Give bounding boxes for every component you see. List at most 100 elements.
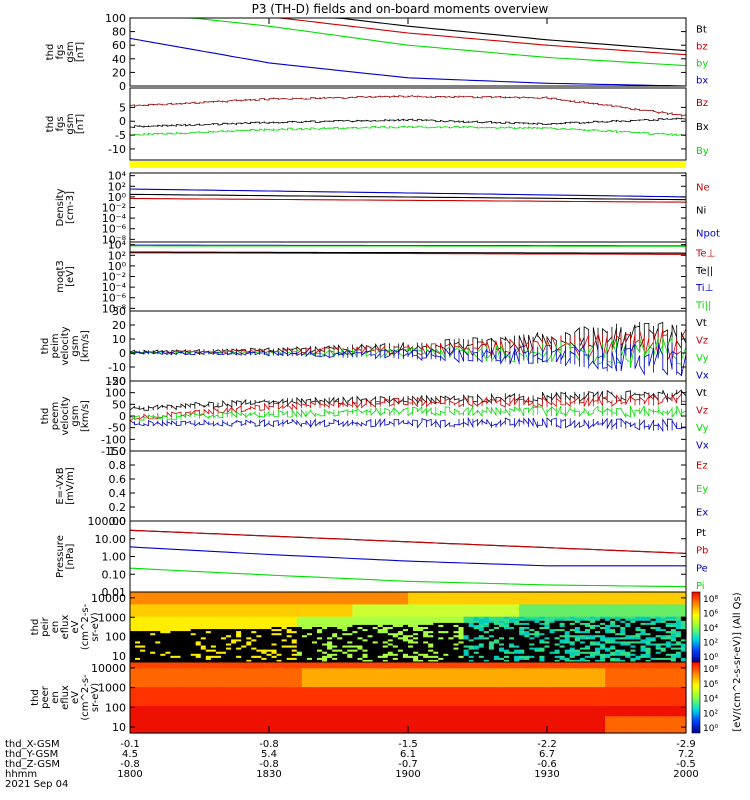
heatmap-cell — [473, 624, 480, 628]
y-tick-label: -20 — [108, 375, 126, 388]
heatmap-cell — [473, 602, 480, 605]
heatmap-cell — [236, 620, 242, 624]
heatmap-cell — [291, 653, 298, 657]
heatmap-cell — [665, 629, 672, 632]
heatmap-cell — [428, 614, 434, 618]
heatmap-cell — [367, 639, 374, 643]
heatmap-cell — [210, 651, 217, 655]
heatmap-cell — [529, 596, 535, 599]
heatmap-cell — [675, 618, 682, 622]
heatmap-cell — [655, 639, 662, 643]
heatmap-cell — [680, 659, 687, 663]
heatmap-cell — [266, 606, 273, 610]
heatmap-cell — [625, 598, 631, 601]
heatmap-cell — [544, 655, 551, 659]
heatmap-cell — [195, 659, 202, 663]
heatmap-cell — [458, 620, 465, 624]
heatmap-cell — [680, 592, 687, 595]
heatmap-cell — [539, 602, 546, 605]
heatmap-cell — [150, 594, 156, 597]
heatmap-cell — [362, 651, 369, 655]
heatmap-cell — [418, 653, 424, 657]
heatmap-cell — [180, 685, 187, 688]
heatmap-cell — [665, 610, 672, 614]
heatmap-cell — [135, 633, 141, 636]
heatmap-cell — [468, 610, 475, 614]
heatmap-cell — [625, 637, 631, 640]
heatmap-cell — [579, 645, 586, 649]
heatmap-cell — [650, 633, 657, 636]
heatmap-cell — [210, 618, 217, 622]
heatmap-cell — [443, 614, 450, 618]
heatmap-cell — [231, 693, 237, 696]
heatmap-cell — [317, 614, 323, 618]
heatmap-cell — [605, 655, 611, 659]
heatmap-cell — [342, 651, 348, 655]
heatmap-cell — [408, 620, 414, 624]
y-axis-label: [km/s] — [80, 330, 91, 362]
heatmap-cell — [205, 592, 212, 595]
heatmap-cell — [514, 596, 520, 599]
heatmap-cell — [165, 612, 172, 616]
heatmap-cell — [559, 598, 566, 601]
heatmap-cell — [665, 639, 672, 643]
heatmap-cell — [221, 629, 227, 632]
heatmap-cell — [150, 629, 156, 632]
heatmap-cell — [130, 728, 136, 732]
heatmap-cell — [579, 657, 586, 661]
heatmap-cell — [549, 645, 556, 649]
heatmap-cell — [306, 643, 313, 647]
heatmap-cell — [352, 592, 359, 595]
heatmap-cell — [185, 685, 192, 688]
heatmap-cell — [180, 697, 187, 701]
heatmap-cell — [504, 604, 510, 608]
heatmap-cell — [276, 612, 283, 616]
heatmap-cell — [236, 637, 242, 640]
heatmap-cell — [372, 612, 379, 616]
heatmap-cell — [160, 659, 166, 663]
heatmap-cell — [140, 637, 146, 640]
heatmap-cell — [458, 629, 465, 632]
heatmap-cell — [670, 659, 677, 663]
heatmap-cell — [145, 616, 151, 620]
heatmap-cell — [423, 614, 429, 618]
heatmap-cell — [574, 651, 581, 655]
heatmap-cell — [392, 637, 399, 640]
heatmap-cell — [595, 629, 601, 632]
heatmap-cell — [296, 622, 303, 626]
heatmap-cell — [195, 707, 202, 711]
heatmap-cell — [165, 618, 172, 622]
heatmap-cell — [296, 657, 303, 661]
heatmap-cell — [493, 612, 500, 616]
heatmap-cell — [266, 594, 273, 597]
heatmap-cell — [200, 730, 207, 734]
heatmap-cell — [564, 600, 571, 603]
heatmap-cell — [600, 657, 606, 661]
heatmap-cell — [640, 655, 647, 659]
heatmap-cell — [453, 629, 460, 632]
heatmap-cell — [549, 633, 556, 636]
heatmap-cell — [180, 596, 187, 599]
heatmap-cell — [554, 596, 561, 599]
heatmap-cell — [448, 616, 455, 620]
heatmap-cell — [650, 624, 657, 628]
heatmap-cell — [408, 594, 414, 597]
heatmap-cell — [241, 647, 247, 651]
heatmap-cell — [175, 633, 182, 636]
heatmap-cell — [170, 718, 177, 722]
heatmap-cell — [296, 624, 303, 628]
heatmap-cell — [392, 604, 399, 608]
heatmap-cell — [251, 604, 257, 608]
heatmap-cell — [160, 594, 166, 597]
heatmap-cell — [357, 608, 364, 612]
heatmap-cell — [140, 699, 146, 703]
heatmap-cell — [190, 635, 197, 638]
heatmap-cell — [448, 596, 455, 599]
heatmap-cell — [246, 716, 252, 719]
heatmap-cell — [382, 592, 389, 595]
heatmap-cell — [140, 678, 146, 682]
heatmap-cell — [276, 627, 283, 630]
heatmap-cell — [170, 668, 177, 671]
heatmap-cell — [221, 718, 227, 722]
heatmap-cell — [215, 637, 222, 640]
